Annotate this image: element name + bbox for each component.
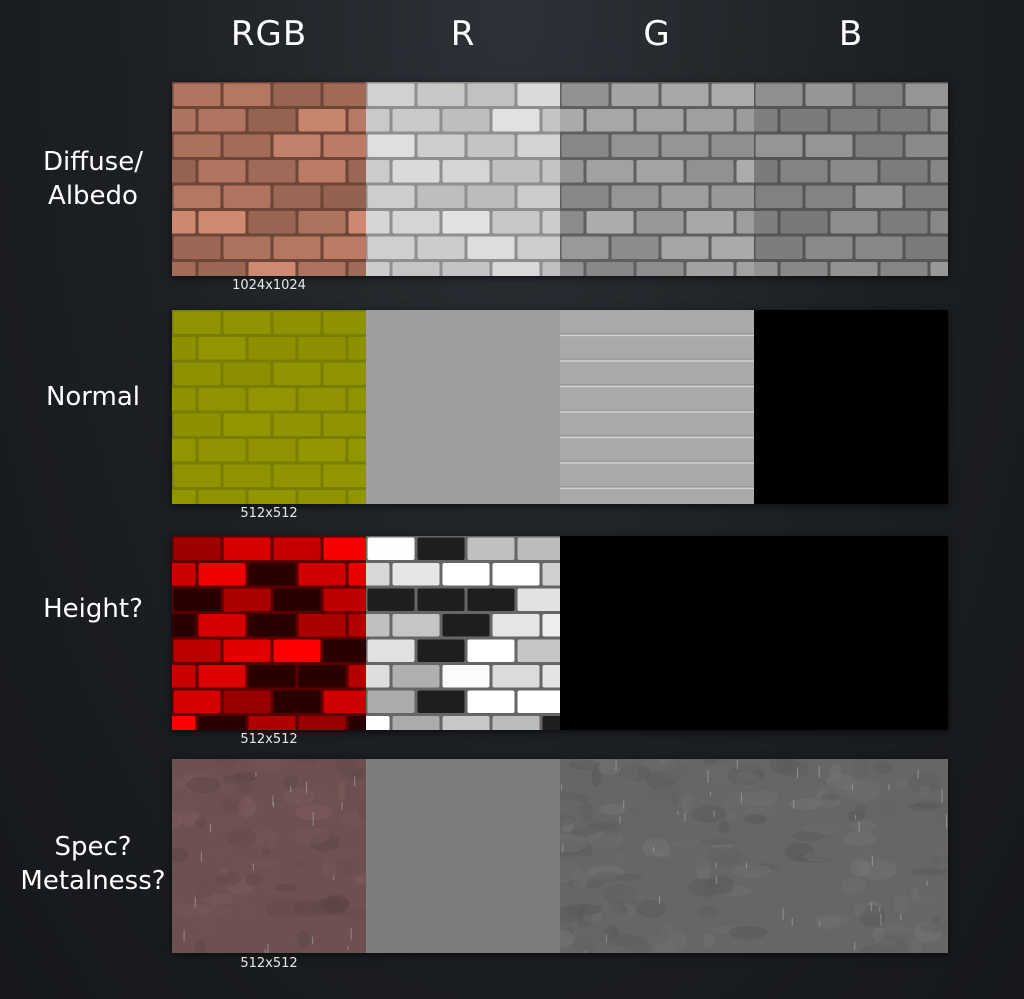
- normal-resolution-label: 512x512: [240, 506, 298, 521]
- diffuse-rgb-texture: [172, 82, 366, 276]
- diffuse-strip: [172, 82, 948, 276]
- normal-r-texture: [366, 310, 560, 504]
- height-gb-texture: [560, 536, 948, 730]
- spec-gb-texture: [560, 759, 948, 953]
- spec-rgb-texture: [172, 759, 366, 953]
- row-label-spec: Spec? Metalness?: [20, 832, 166, 896]
- spec-r-texture: [366, 759, 560, 953]
- normal-b-texture: [754, 310, 948, 504]
- diffuse-r-texture: [366, 82, 560, 276]
- height-rgb-texture: [172, 536, 366, 730]
- height-resolution-label: 512x512: [240, 732, 298, 747]
- diffuse-g-texture: [560, 82, 754, 276]
- column-header-b: B: [838, 14, 864, 54]
- normal-g-texture: [560, 310, 754, 504]
- row-label-diffuse: Diffuse/ Albedo: [43, 147, 143, 211]
- diffuse-b-texture: [754, 82, 948, 276]
- row-label-normal: Normal: [45, 382, 141, 412]
- spec-strip: [172, 759, 948, 953]
- column-header-g: G: [643, 14, 671, 54]
- spec-resolution-label: 512x512: [240, 956, 298, 971]
- height-r-texture: [366, 536, 560, 730]
- normal-rgb-texture: [172, 310, 366, 504]
- column-header-r: R: [450, 14, 476, 54]
- column-header-rgb: RGB: [230, 14, 308, 54]
- diffuse-resolution-label: 1024x1024: [232, 278, 306, 293]
- normal-strip: [172, 310, 948, 504]
- height-strip: [172, 536, 948, 730]
- row-label-height: Height?: [43, 594, 143, 624]
